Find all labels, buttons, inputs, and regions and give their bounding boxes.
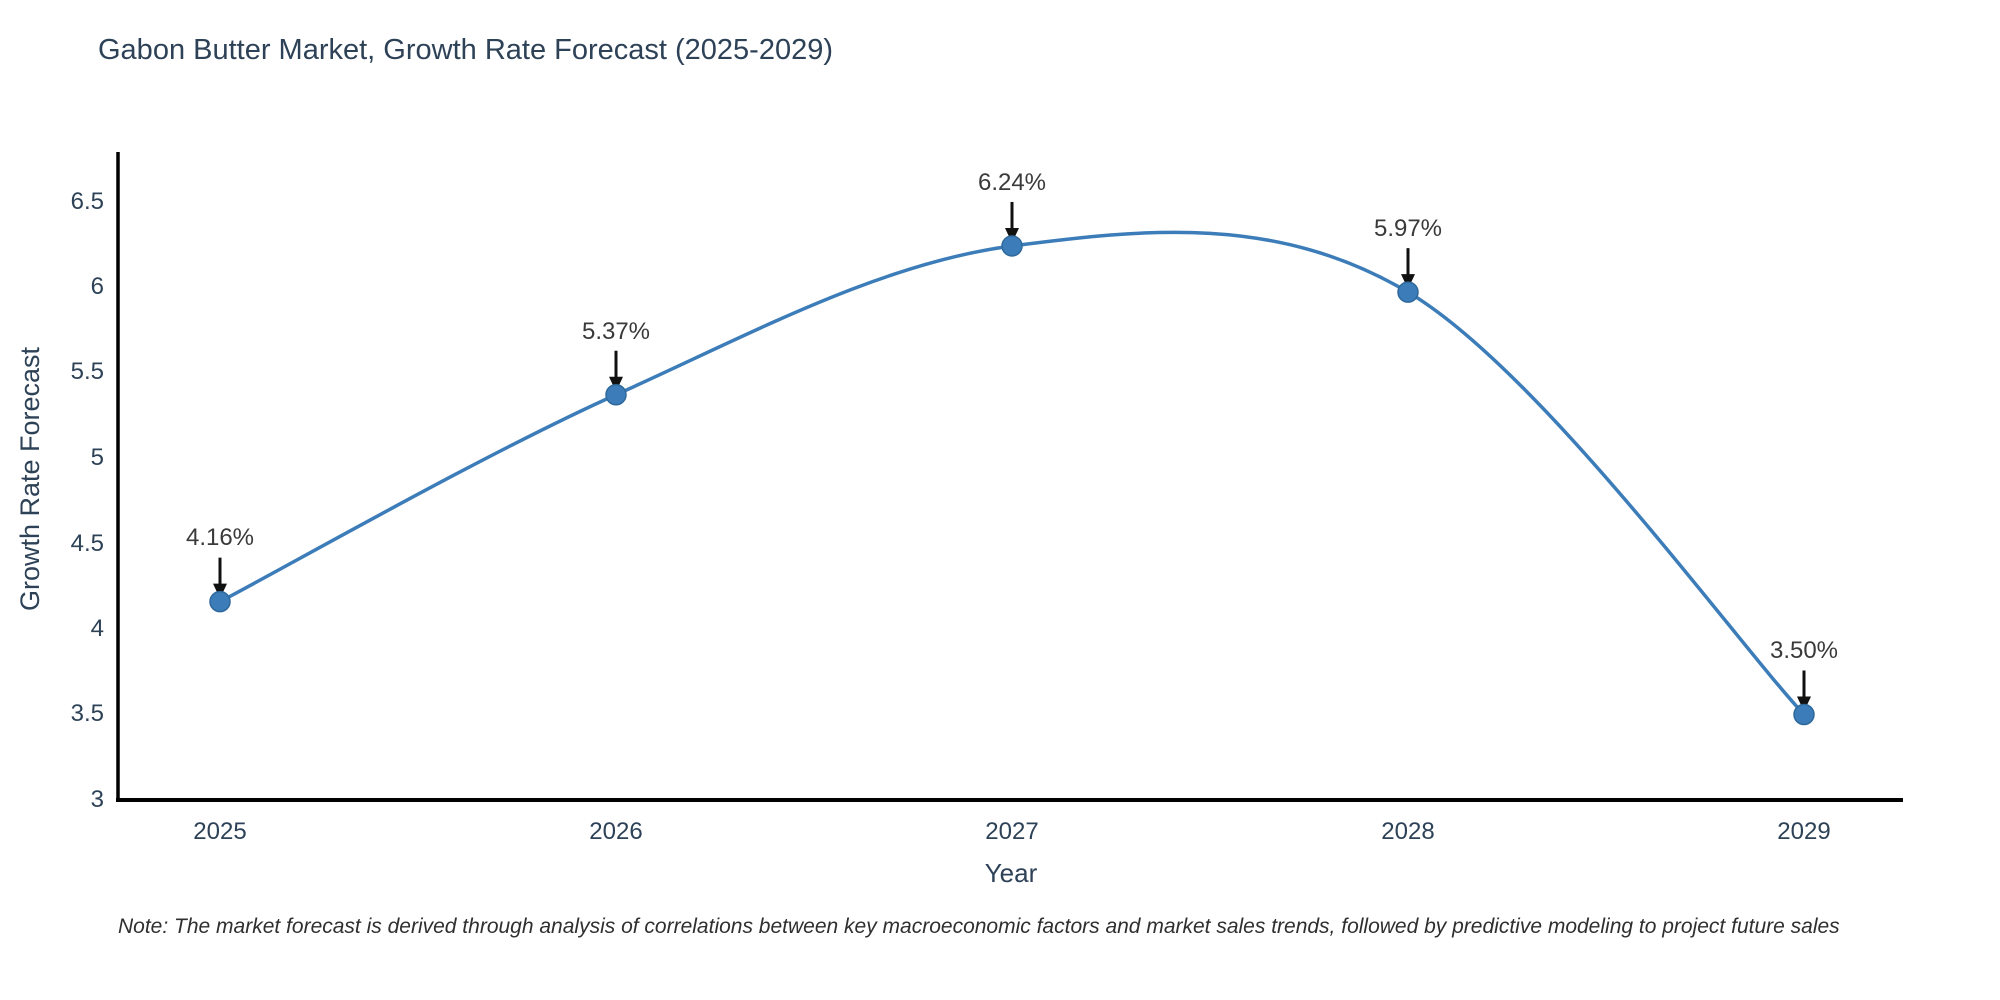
x-axis-title: Year xyxy=(984,858,1038,888)
data-point-2028 xyxy=(1397,281,1419,303)
forecast-line xyxy=(219,230,1806,716)
annotation-2028: 5.97% xyxy=(1373,215,1443,242)
series-layer xyxy=(209,201,1815,726)
annotation-2026: 5.37% xyxy=(581,318,651,345)
x-tick-2026: 2026 xyxy=(589,818,643,845)
y-tick-4-5: 4.5 xyxy=(70,530,104,557)
data-point-2025 xyxy=(209,590,231,613)
y-tick-3: 3 xyxy=(90,786,104,813)
data-point-2026 xyxy=(605,383,627,406)
y-tick-6-5: 6.5 xyxy=(70,188,104,215)
annotation-2029: 3.50% xyxy=(1769,637,1839,664)
x-tick-2027: 2027 xyxy=(985,818,1039,845)
y-tick-5-5: 5.5 xyxy=(70,358,104,385)
y-tick-6: 6 xyxy=(90,273,104,300)
x-tick-2025: 2025 xyxy=(193,818,247,845)
x-tick-2029: 2029 xyxy=(1777,818,1831,845)
data-point-2029 xyxy=(1793,703,1815,726)
footnote: Note: The market forecast is derived thr… xyxy=(118,915,1840,938)
y-tick-5: 5 xyxy=(90,444,104,471)
y-tick-4: 4 xyxy=(90,615,104,642)
annotation-2025: 4.16% xyxy=(185,524,255,551)
annotation-2027: 6.24% xyxy=(977,169,1047,196)
x-tick-2028: 2028 xyxy=(1381,818,1435,845)
y-tick-3-5: 3.5 xyxy=(70,700,104,727)
chart-title: Gabon Butter Market, Growth Rate Forecas… xyxy=(98,34,834,66)
data-point-2027 xyxy=(1001,235,1023,257)
